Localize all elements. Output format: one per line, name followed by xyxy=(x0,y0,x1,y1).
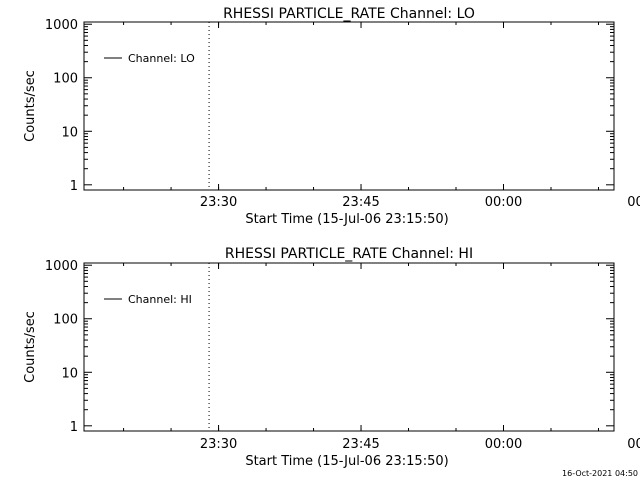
chart-panel-2: RHESSI PARTICLE_RATE Channel: HI Start Ti… xyxy=(23,246,640,469)
y-axis-label: Counts/sec xyxy=(23,311,38,383)
x-tick-label: 00:15 xyxy=(627,437,640,452)
y-tick-label: 10 xyxy=(61,366,78,381)
x-tick-label: 00:00 xyxy=(485,195,522,210)
footer-timestamp: 16-Oct-2021 04:50 xyxy=(562,469,638,478)
y-tick-label: 1000 xyxy=(45,18,78,33)
x-tick-label: 23:30 xyxy=(200,437,237,452)
y-tick-label: 1000 xyxy=(45,259,78,274)
x-tick-label: 23:45 xyxy=(342,195,379,210)
x-tick-label: 23:45 xyxy=(342,437,379,452)
x-axis-label: Start Time (15-Jul-06 23:15:50) xyxy=(245,454,448,469)
x-axis-label: Start Time (15-Jul-06 23:15:50) xyxy=(245,212,448,227)
chart-title: RHESSI PARTICLE_RATE Channel: HI xyxy=(225,246,473,262)
x-tick-label: 00:00 xyxy=(485,437,522,452)
y-tick-label: 1 xyxy=(70,179,78,194)
plot-frame xyxy=(83,21,615,191)
y-tick-label: 10 xyxy=(61,125,78,140)
chart-panel-1: RHESSI PARTICLE_RATE Channel: LO Start Ti… xyxy=(23,6,640,227)
chart-title: RHESSI PARTICLE_RATE Channel: LO xyxy=(223,6,475,22)
y-axis-label: Counts/sec xyxy=(23,70,38,142)
x-tick-label: 00:15 xyxy=(627,195,640,210)
x-tick-label: 23:30 xyxy=(200,195,237,210)
legend-label: Channel: LO xyxy=(128,52,195,65)
y-tick-label: 1 xyxy=(70,420,78,435)
legend-label: Channel: HI xyxy=(128,293,192,306)
y-tick-label: 100 xyxy=(53,72,78,87)
y-tick-label: 100 xyxy=(53,313,78,328)
plot-frame xyxy=(83,262,615,432)
